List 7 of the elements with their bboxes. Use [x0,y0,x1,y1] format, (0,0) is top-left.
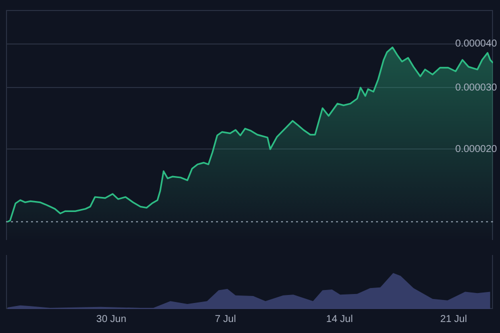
x-tick-label: 30 Jun [96,314,126,325]
x-tick-label: 7 Jul [214,314,236,325]
y-tick-label: 0.000030 [455,82,498,94]
x-tick-label: 21 Jul [440,314,467,325]
y-tick-label: 0.000040 [455,38,498,50]
y-tick-label: 0.000020 [455,144,498,155]
x-tick-label: 14 Jul [326,314,353,325]
